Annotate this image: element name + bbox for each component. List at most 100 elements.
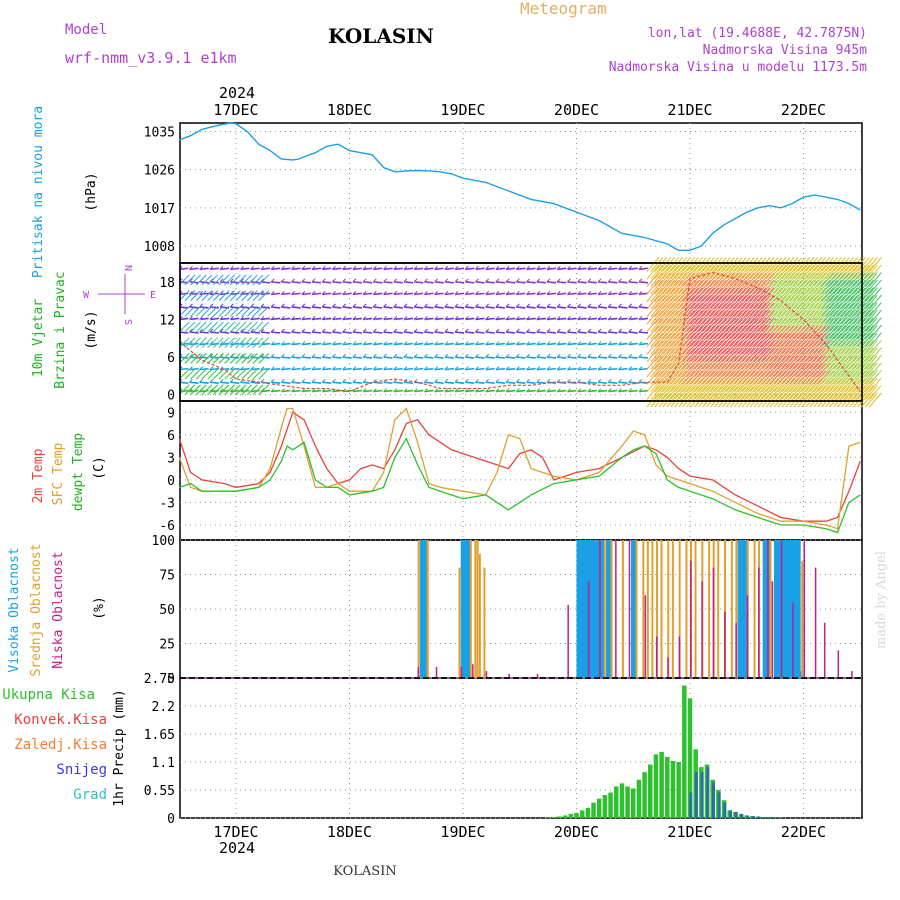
wind-hatch: [765, 317, 779, 333]
wind-barb: [618, 342, 628, 346]
wind-barb-head: [475, 303, 479, 308]
cloud-bar: [603, 540, 606, 678]
wind-barb-head: [628, 328, 633, 333]
wind-barb: [434, 317, 444, 321]
wind-hatch: [789, 257, 803, 272]
wind-hatch: [797, 370, 811, 385]
wind-barb-head: [291, 316, 295, 320]
wind-barb: [567, 267, 577, 271]
wind-barb-head: [638, 265, 643, 270]
wind-hatch: [753, 272, 767, 287]
wind-barb: [271, 381, 281, 384]
cloud-bar: [678, 540, 681, 678]
wind-barb-head: [475, 341, 479, 345]
wind-barb-head: [505, 328, 510, 333]
wind-barb: [608, 306, 618, 309]
wind-barb-head: [607, 341, 612, 345]
wind-hatch: [825, 302, 839, 317]
wind-barb: [352, 281, 362, 284]
wind-hatch: [721, 392, 735, 408]
wind-hatch: [686, 377, 699, 393]
wind-hatch: [861, 294, 874, 310]
wind-hatch: [710, 385, 723, 400]
wind-hatch: [710, 324, 723, 340]
wind-hatch: [721, 257, 735, 272]
wind-hatch: [710, 302, 723, 317]
wind-barb: [201, 337, 213, 349]
wind-hatch: [821, 385, 835, 400]
wind-barb-head: [464, 303, 469, 308]
wind-hatch: [666, 339, 680, 355]
wind-hatch: [646, 294, 660, 310]
wind-barb: [414, 267, 424, 271]
wind-barb-head: [383, 341, 387, 345]
wind-barb-head: [587, 316, 592, 320]
wind-hatch: [702, 264, 715, 280]
wind-barb: [332, 281, 342, 284]
wind-barb: [332, 331, 342, 334]
wind-hatch: [690, 392, 703, 408]
wind-hatch: [678, 362, 692, 378]
wind-hatch: [797, 392, 811, 408]
wind-barb-head: [281, 291, 285, 295]
cloud-bar: [794, 540, 799, 678]
wind-barb-head: [628, 316, 633, 320]
wind-barb: [536, 317, 546, 321]
wind-hatch: [757, 279, 771, 295]
wind-barb-head: [577, 291, 581, 295]
precip-bar-total: [574, 812, 579, 818]
wind-barb-head: [281, 341, 285, 345]
wind-hatch: [773, 294, 787, 310]
wind-hatch: [833, 294, 846, 310]
wind-hatch: [717, 264, 731, 280]
wind-hatch: [841, 317, 854, 333]
wind-hatch: [785, 257, 799, 272]
wind-hatch: [753, 355, 767, 370]
wind-barb: [546, 281, 557, 284]
wind-hatch: [817, 287, 831, 302]
wind-hatch: [717, 302, 731, 317]
wind-hatch: [650, 294, 664, 310]
wind-barb-head: [413, 278, 418, 283]
wind-barb-head: [454, 328, 459, 333]
wind-hatch: [702, 324, 715, 340]
wind-barb: [184, 290, 196, 301]
wind-hatch: [714, 377, 727, 393]
wind-hatch: [706, 385, 719, 400]
wind-hatch: [702, 332, 715, 348]
wind-barb-head: [567, 303, 571, 308]
cloud-bar: [717, 540, 720, 678]
wind-barb-head: [413, 291, 418, 295]
wind-hatch: [753, 302, 767, 317]
wind-barb-head: [281, 278, 285, 283]
wind-barb-head: [618, 341, 622, 345]
wind-hatch: [829, 287, 842, 302]
wind-barb: [434, 281, 444, 284]
wind-barb: [301, 367, 311, 371]
wind-barb: [383, 356, 393, 359]
wind-barb-head: [403, 388, 408, 392]
wind-hatch: [809, 279, 823, 295]
wind-hatch: [757, 339, 771, 355]
wind-barb-head: [526, 378, 530, 383]
wind-hatch: [714, 309, 727, 325]
wind-hatch: [849, 332, 862, 348]
wind-hatch: [646, 309, 660, 325]
wind-hatch: [841, 309, 854, 325]
wind-hatch: [833, 392, 846, 408]
cloud-bar: [724, 611, 726, 678]
wind-barb-head: [332, 291, 336, 295]
wind-hatch: [698, 362, 711, 378]
wind-barb: [424, 331, 434, 334]
legend-total-rain: Ukupna Kisa: [2, 687, 95, 703]
wind-barb: [526, 342, 536, 346]
wind-hatch: [729, 362, 743, 378]
wind-hatch: [658, 370, 672, 385]
wind-hatch: [857, 272, 870, 287]
wind-barb-head: [250, 353, 255, 358]
wind-hatch: [702, 377, 715, 393]
wind-barb: [526, 306, 536, 309]
wind-barb: [195, 290, 207, 301]
wind-hatch: [741, 347, 755, 363]
wind-barb-head: [434, 341, 438, 345]
